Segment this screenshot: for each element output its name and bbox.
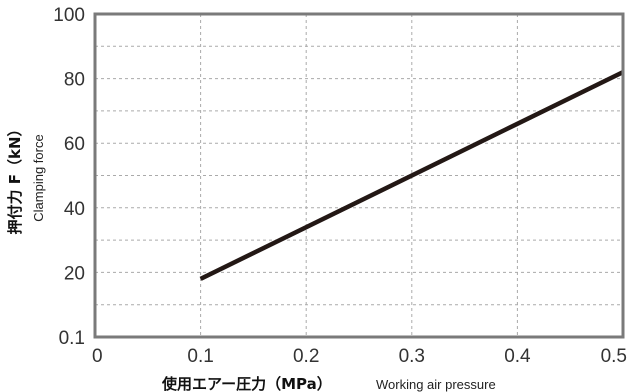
x-tick-label: 0.4	[504, 346, 531, 367]
y-tick-labels: 0.1 20 40 60 80 100	[53, 5, 85, 349]
x-axis-label: 使用エアー圧力（MPa）	[161, 375, 332, 392]
series-layer	[199, 70, 624, 281]
y-tick-label: 40	[64, 199, 85, 220]
x-tick-label: 0	[92, 346, 103, 367]
x-tick-label: 0.5	[601, 346, 627, 367]
y-tick-label: 0.1	[59, 328, 85, 349]
y-axis-subtitle: Clamping force	[31, 134, 46, 221]
y-tick-label: 20	[64, 263, 85, 284]
y-axis-sublabel: Clamping force	[31, 134, 46, 221]
plot-frame	[93, 12, 625, 339]
x-tick-label: 0.1	[187, 346, 213, 367]
grid-lines	[95, 14, 623, 337]
x-tick-label: 0.2	[293, 346, 319, 367]
y-tick-label: 60	[64, 134, 85, 155]
x-tick-labels: 0 0.1 0.2 0.3 0.4 0.5	[92, 346, 627, 367]
series-line	[199, 70, 624, 281]
x-tick-label: 0.3	[399, 346, 425, 367]
y-tick-label: 100	[53, 5, 85, 26]
y-axis-title: 押付力 F（kN）	[6, 122, 24, 235]
y-tick-label: 80	[64, 70, 85, 91]
y-axis-label: 押付力 F（kN）	[6, 122, 24, 235]
x-axis-sublabel: Working air pressure	[376, 377, 496, 392]
